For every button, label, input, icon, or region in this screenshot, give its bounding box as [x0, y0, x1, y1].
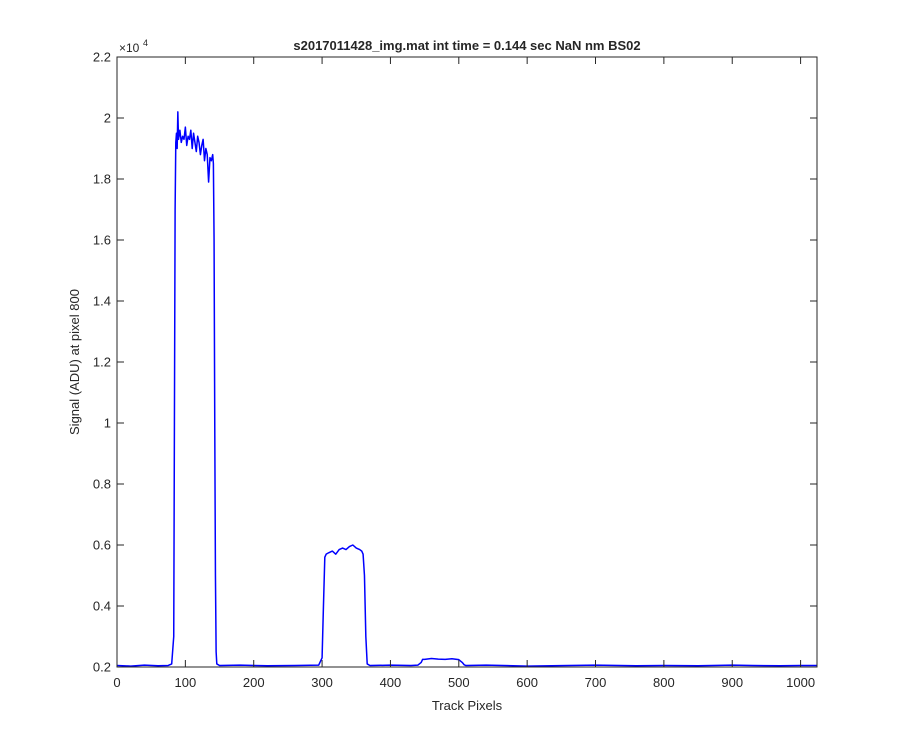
x-tick-label-0: 0 — [113, 675, 120, 690]
y-tick-label-7: 1.6 — [93, 233, 111, 248]
y-tick-label-4: 1 — [104, 416, 111, 431]
y-tick-label-10: 2.2 — [93, 50, 111, 65]
data-layer — [116, 111, 817, 667]
x-tick-label-5: 500 — [448, 675, 470, 690]
chart-title: s2017011428_img.mat int time = 0.144 sec… — [293, 38, 640, 53]
axes-background — [117, 57, 817, 667]
y-tick-label-5: 1.2 — [93, 355, 111, 370]
y-axis-ticks: 0.2 0.4 0.6 0.8 1 1.2 1.4 1.6 1.8 2 2.2 — [93, 50, 817, 675]
x-tick-label-1: 100 — [175, 675, 197, 690]
x-tick-label-8: 800 — [653, 675, 675, 690]
y-axis-label: Signal (ADU) at pixel 800 — [67, 289, 82, 435]
series-line-0 — [116, 111, 817, 667]
x-tick-label-9: 900 — [721, 675, 743, 690]
y-exponent: ×10 4 — [119, 38, 148, 55]
y-tick-label-0: 0.2 — [93, 660, 111, 675]
y-exponent-base: ×10 — [119, 41, 140, 55]
y-tick-label-9: 2 — [104, 111, 111, 126]
x-axis-label: Track Pixels — [432, 698, 503, 713]
x-tick-label-10: 1000 — [786, 675, 815, 690]
y-tick-label-3: 0.8 — [93, 477, 111, 492]
x-tick-label-3: 300 — [311, 675, 333, 690]
y-tick-label-1: 0.4 — [93, 599, 111, 614]
x-tick-label-7: 700 — [585, 675, 607, 690]
y-tick-label-6: 1.4 — [93, 294, 111, 309]
y-exponent-power: 4 — [143, 38, 148, 48]
x-tick-label-2: 200 — [243, 675, 265, 690]
y-tick-label-8: 1.8 — [93, 172, 111, 187]
x-axis-ticks: 0 100 200 300 400 500 600 700 800 900 1000 — [113, 57, 815, 690]
y-tick-label-2: 0.6 — [93, 538, 111, 553]
x-tick-label-6: 600 — [516, 675, 538, 690]
x-tick-label-4: 400 — [380, 675, 402, 690]
